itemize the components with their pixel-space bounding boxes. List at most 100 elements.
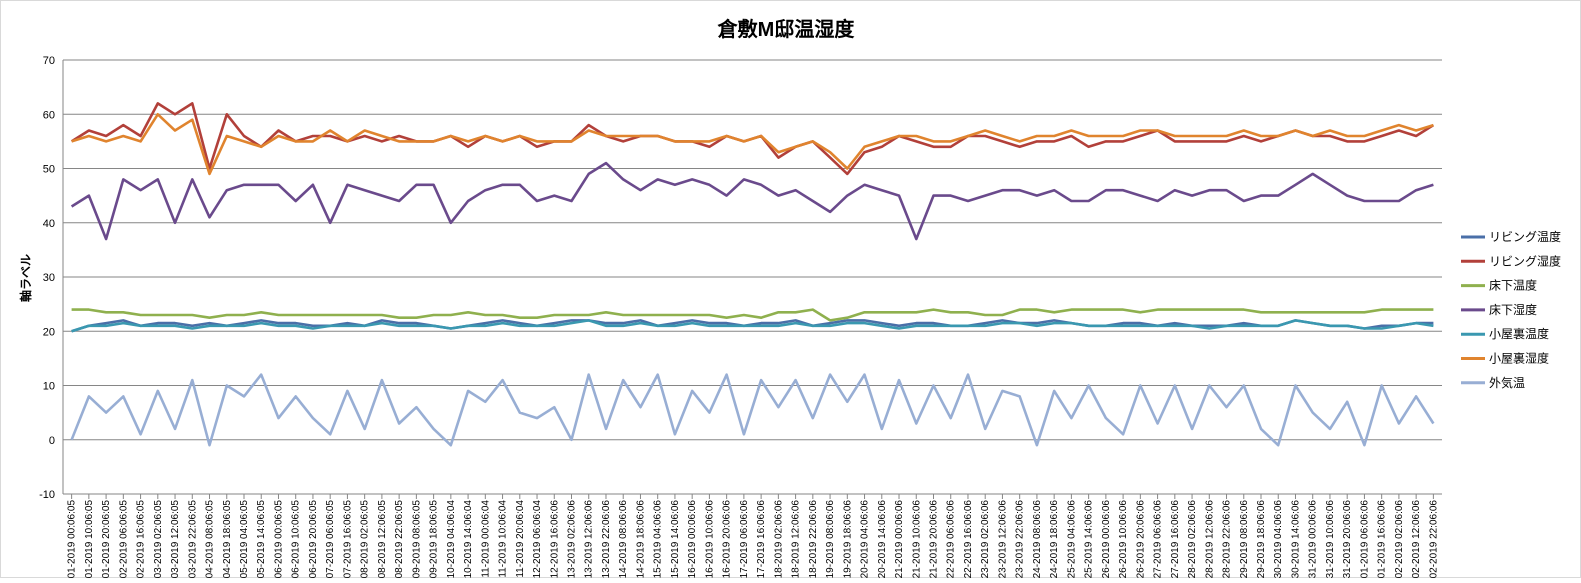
x-tick-label: Jan-11-2019 10:06:04: [498, 500, 509, 578]
x-tick-label: Jan-10-2019 14:06:04: [463, 500, 474, 578]
x-tick-label: Jan-16-2019 10:06:06: [704, 500, 715, 578]
x-tick-label: Jan-23-2019 22:06:06: [1015, 500, 1026, 578]
x-tick-label: Jan-23-2019 12:06:06: [997, 500, 1008, 578]
legend-label: 小屋裏温度: [1489, 326, 1549, 341]
x-tick-label: Jan-02-2019 16:06:05: [136, 500, 147, 578]
legend-label: 床下湿度: [1489, 302, 1537, 317]
series-line-6: [71, 113, 1434, 176]
x-tick-label: Jan-29-2019 08:06:06: [1239, 500, 1250, 578]
y-tick-label: 10: [43, 381, 55, 393]
chart-title: 倉敷M邸温湿度: [717, 17, 856, 41]
x-tick-label: Jan-15-2019 14:06:06: [670, 500, 681, 578]
x-tick-label: Jan-21-2019 20:06:06: [928, 500, 939, 578]
legend-label: 小屋裏湿度: [1489, 351, 1549, 366]
x-tick-label: Jan-05-2019 04:06:05: [239, 500, 250, 578]
x-tick-label: Jan-23-2019 02:06:06: [980, 500, 991, 578]
legend-label: 外気温: [1489, 375, 1525, 390]
x-tick-label: Jan-12-2019 06:06:04: [532, 500, 543, 578]
x-tick-label: Jan-03-2019 22:06:05: [187, 500, 198, 578]
x-tick-label: Jan-14-2019 08:06:06: [618, 500, 629, 578]
x-tick-label: Jan-08-2019 22:06:05: [394, 500, 405, 578]
x-tick-label: Jan-16-2019 00:06:06: [687, 500, 698, 578]
x-tick-label: Jan-06-2019 00:06:05: [273, 500, 284, 578]
x-tick-label: Jan-30-2019 14:06:06: [1290, 500, 1301, 578]
y-axis-label: 軸ラベル: [18, 254, 33, 302]
series-line-3: [71, 308, 1434, 322]
x-tick-label: Feb-02-2019 02:06:06: [1394, 500, 1405, 578]
x-tick-label: Jan-02-2019 06:06:05: [118, 500, 129, 578]
x-tick-label: Jan-18-2019 22:06:06: [808, 500, 819, 578]
legend-label: リビング湿度: [1489, 253, 1561, 268]
x-tick-label: Jan-15-2019 04:06:06: [653, 500, 664, 578]
x-tick-label: Jan-04-2019 08:06:05: [205, 500, 216, 578]
x-tick-label: Jan-17-2019 16:06:06: [756, 500, 767, 578]
y-tick-label: 20: [43, 326, 55, 338]
x-tick-label: Jan-25-2019 14:06:06: [1084, 500, 1095, 578]
x-tick-label: Jan-31-2019 20:06:06: [1342, 500, 1353, 578]
x-tick-label: Jan-26-2019 10:06:06: [1118, 500, 1129, 578]
x-tick-label: Jan-24-2019 18:06:06: [1049, 500, 1060, 578]
x-tick-label: Jan-10-2019 04:06:04: [446, 500, 457, 578]
y-tick-label: 30: [43, 272, 55, 284]
x-tick-label: Jan-20-2019 14:06:06: [877, 500, 888, 578]
series-line-5: [71, 319, 1434, 333]
x-tick-label: Jan-31-2019 10:06:06: [1325, 500, 1336, 578]
y-tick-label: 70: [43, 55, 55, 67]
x-tick-label: Jan-22-2019 06:06:06: [946, 500, 957, 578]
x-tick-label: Jan-14-2019 18:06:06: [635, 500, 646, 578]
x-tick-label: Jan-17-2019 06:06:06: [739, 500, 750, 578]
x-tick-label: Jan-25-2019 04:06:06: [1066, 500, 1077, 578]
x-tick-label: Jan-11-2019 00:06:04: [480, 500, 491, 578]
x-tick-label: Jan-20-2019 04:06:06: [860, 500, 871, 578]
x-tick-label: Jan-01-2019 00:06:05: [67, 500, 78, 578]
x-tick-label: Jan-13-2019 02:06:06: [567, 500, 578, 578]
x-tick-label: Feb-01-2019 16:06:06: [1377, 500, 1388, 578]
x-tick-label: Jan-28-2019 22:06:06: [1222, 500, 1233, 578]
y-tick-label: -10: [39, 489, 55, 501]
x-tick-label: Jan-08-2019 02:06:05: [360, 500, 371, 578]
x-tick-label: Jan-09-2019 08:06:05: [411, 500, 422, 578]
series-line-7: [70, 373, 1435, 447]
x-tick-label: Jan-18-2019 02:06:06: [773, 500, 784, 578]
gridlines: [62, 59, 1442, 495]
x-tick-label: Jan-18-2019 12:06:06: [791, 500, 802, 578]
y-axis-ticks: -10 0 10 20 30 40 50 60 70: [39, 55, 55, 501]
x-tick-label: Jan-16-2019 20:06:06: [722, 500, 733, 578]
x-tick-label: Jan-28-2019 02:06:06: [1187, 500, 1198, 578]
x-tick-label: Jan-01-2019 10:06:05: [84, 500, 95, 578]
x-tick-label: Jan-04-2019 18:06:05: [222, 500, 233, 578]
x-tick-label: Jan-19-2019 08:06:06: [825, 500, 836, 578]
x-tick-label: Jan-05-2019 14:06:05: [256, 500, 267, 578]
x-tick-label: Jan-26-2019 20:06:06: [1135, 500, 1146, 578]
legend-label: 床下温度: [1489, 278, 1537, 293]
x-tick-label: Jan-11-2019 20:06:04: [515, 500, 526, 578]
x-tick-label: Jan-30-2019 04:06:06: [1273, 500, 1284, 578]
x-tick-label: Jan-21-2019 00:06:06: [894, 500, 905, 578]
x-tick-label: Jan-06-2019 20:06:05: [308, 500, 319, 578]
x-tick-label: Jan-13-2019 22:06:06: [601, 500, 612, 578]
x-tick-label: Jan-27-2019 06:06:06: [1153, 500, 1164, 578]
x-tick-label: Jan-21-2019 10:06:06: [911, 500, 922, 578]
x-tick-label: Jan-03-2019 02:06:05: [153, 500, 164, 578]
x-tick-label: Jan-13-2019 12:06:06: [584, 500, 595, 578]
x-tick-label: Jan-08-2019 12:06:05: [377, 500, 388, 578]
x-tick-label: Jan-24-2019 08:06:06: [1032, 500, 1043, 578]
x-tick-label: Jan-06-2019 10:06:05: [291, 500, 302, 578]
x-tick-label: Jan-26-2019 00:06:06: [1101, 500, 1112, 578]
x-tick-label: Feb-01-2019 06:06:06: [1359, 500, 1370, 578]
x-tick-label: Jan-22-2019 16:06:06: [963, 500, 974, 578]
x-tick-label: Jan-12-2019 16:06:06: [549, 500, 560, 578]
y-tick-label: 50: [43, 164, 55, 176]
x-tick-label: Jan-09-2019 18:06:05: [429, 500, 440, 578]
x-tick-label: Jan-28-2019 12:06:06: [1204, 500, 1215, 578]
series-lines: [70, 102, 1435, 447]
y-tick-label: 0: [49, 435, 55, 447]
series-line-4: [70, 161, 1434, 241]
series-line-1: [71, 319, 1434, 333]
x-tick-label: Jan-19-2019 18:06:06: [842, 500, 853, 578]
x-tick-label: Jan-27-2019 16:06:06: [1170, 500, 1181, 578]
